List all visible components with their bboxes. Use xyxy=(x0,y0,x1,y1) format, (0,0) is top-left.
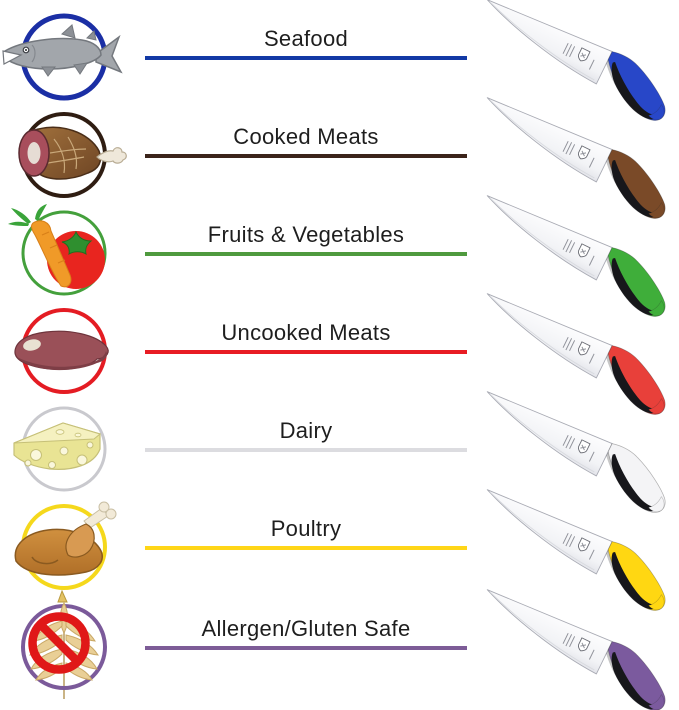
category-label: Allergen/Gluten Safe xyxy=(201,616,411,641)
category-label: Fruits & Vegetables xyxy=(207,222,405,247)
category-label: Poultry xyxy=(270,516,342,541)
category-label: Dairy xyxy=(279,418,333,443)
cheese-icon xyxy=(13,406,107,492)
category-color-line xyxy=(145,252,467,256)
category-color-line xyxy=(145,448,467,452)
category-label: Uncooked Meats xyxy=(221,320,391,345)
category-color-line xyxy=(145,546,467,550)
category-color-line xyxy=(145,350,467,354)
category-label: Seafood xyxy=(263,26,349,51)
fish-icon xyxy=(2,13,123,101)
ham-icon xyxy=(18,112,127,198)
steak-icon xyxy=(14,308,109,394)
category-color-line xyxy=(145,646,467,650)
turkey-icon xyxy=(14,501,117,603)
category-label: Cooked Meats xyxy=(233,124,379,149)
no-symbol-icon xyxy=(28,612,90,674)
category-color-line xyxy=(145,154,467,158)
produce-icon xyxy=(8,204,107,296)
category-color-line xyxy=(145,56,467,60)
gluten-free-icon xyxy=(21,601,107,699)
